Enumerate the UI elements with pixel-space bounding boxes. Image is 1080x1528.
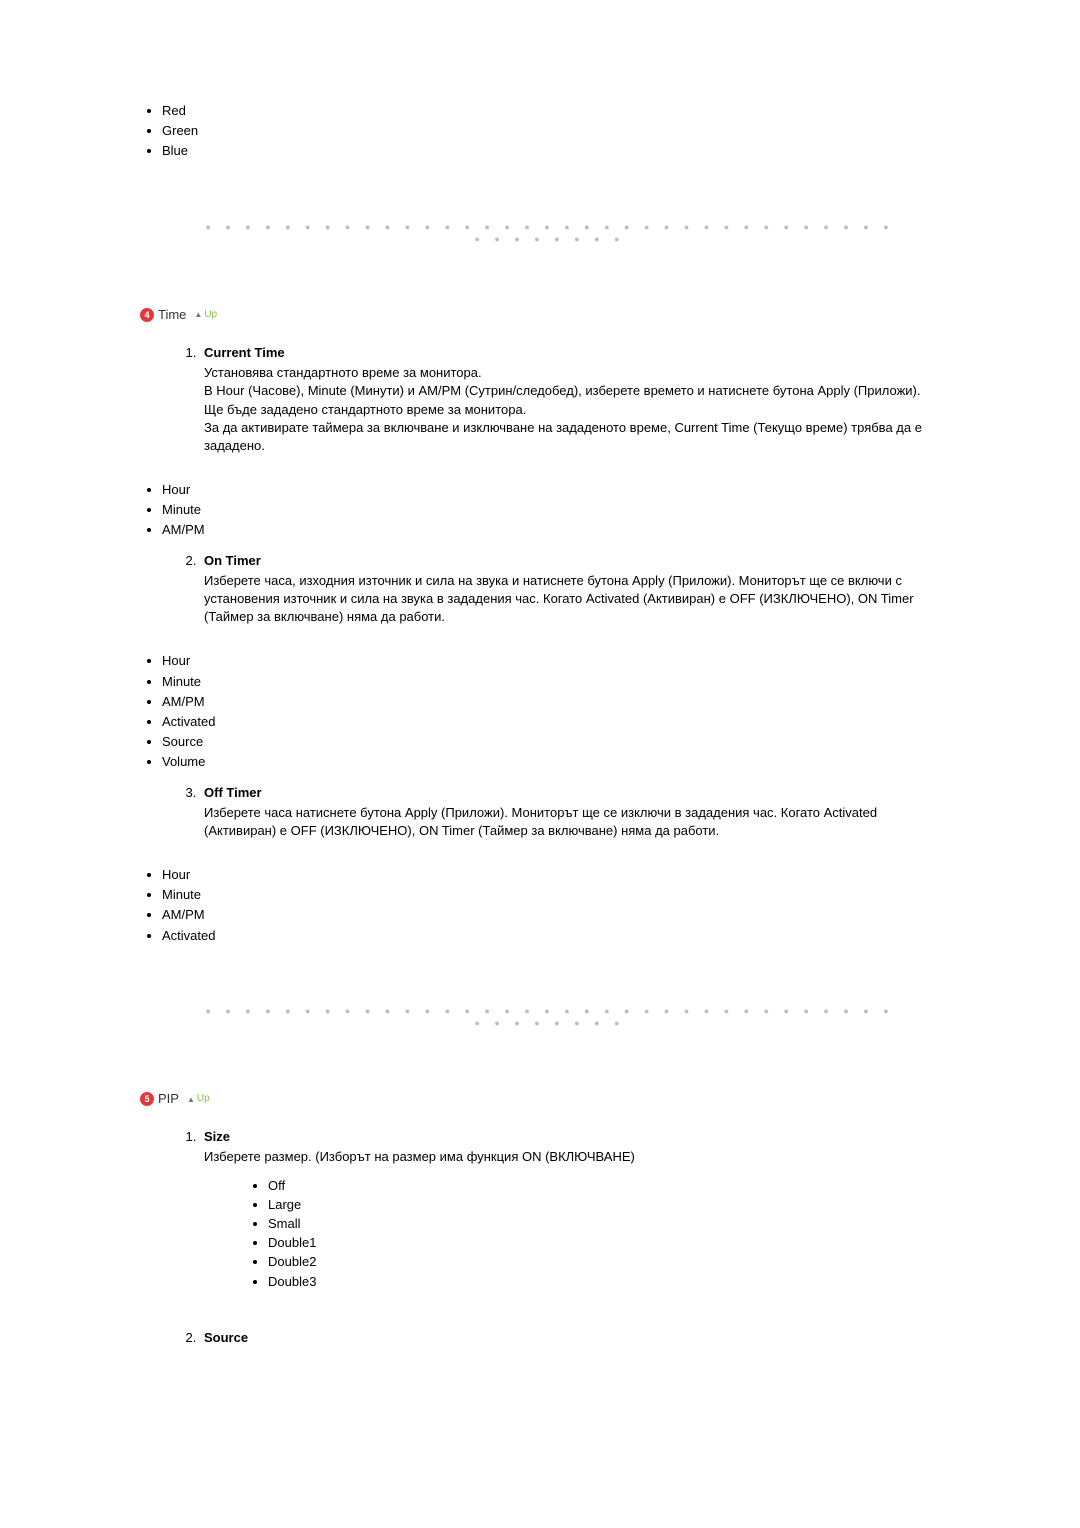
current-time-bullets: Hour Minute AM/PM — [140, 481, 940, 540]
list-item: Hour — [162, 866, 940, 884]
on-timer-bullets: Hour Minute AM/PM Activated Source Volum… — [140, 652, 940, 771]
list-item: Red — [162, 102, 940, 120]
list-item: Double3 — [268, 1273, 940, 1291]
list-item: Small — [268, 1215, 940, 1233]
up-link[interactable]: ▲ Up — [194, 308, 217, 322]
list-item: Activated — [162, 927, 940, 945]
pip-item-source: Source — [200, 1329, 940, 1347]
list-item: AM/PM — [162, 521, 940, 539]
section-title: Time — [158, 306, 186, 324]
up-arrow-icon: ▲ — [194, 309, 202, 320]
pip-item-size: Size Изберете размер. (Изборът на размер… — [200, 1128, 940, 1291]
pip-section-header: 5 PIP ▲ Up — [140, 1090, 940, 1108]
up-arrow-icon: ▲ — [187, 1094, 195, 1105]
section-badge-icon: 5 — [140, 1092, 154, 1106]
list-item: AM/PM — [162, 906, 940, 924]
section-title: PIP — [158, 1090, 179, 1108]
time-section-header: 4 Time ▲ Up — [140, 306, 940, 324]
time-item-off-timer: Off Timer Изберете часа натиснете бутона… — [200, 784, 940, 841]
size-bullets: Off Large Small Double1 Double2 Double3 — [204, 1177, 940, 1291]
item-desc: Изберете часа натиснете бутона Apply (Пр… — [204, 804, 940, 840]
time-item-on-timer: On Timer Изберете часа, изходния източни… — [200, 552, 940, 627]
section-badge-icon: 4 — [140, 308, 154, 322]
color-list: Red Green Blue — [140, 102, 940, 161]
list-item: Blue — [162, 142, 940, 160]
list-item: Minute — [162, 886, 940, 904]
item-desc: Установява стандартното време за монитор… — [204, 364, 940, 455]
list-item: Hour — [162, 481, 940, 499]
up-link-label: Up — [204, 308, 217, 322]
list-item: Large — [268, 1196, 940, 1214]
list-item: Double1 — [268, 1234, 940, 1252]
list-item: Green — [162, 122, 940, 140]
pip-list: Source — [140, 1329, 940, 1347]
up-link-label: Up — [197, 1092, 210, 1106]
list-item: AM/PM — [162, 693, 940, 711]
list-item: Hour — [162, 652, 940, 670]
off-timer-bullets: Hour Minute AM/PM Activated — [140, 866, 940, 945]
item-title: On Timer — [204, 552, 940, 570]
list-item: Volume — [162, 753, 940, 771]
list-item: Double2 — [268, 1253, 940, 1271]
list-item: Off — [268, 1177, 940, 1195]
section-divider: ● ● ● ● ● ● ● ● ● ● ● ● ● ● ● ● ● ● ● ● … — [200, 1005, 900, 1030]
item-desc: Изберете часа, изходния източник и сила … — [204, 572, 940, 627]
item-desc: Изберете размер. (Изборът на размер има … — [204, 1148, 940, 1166]
item-title: Size — [204, 1128, 940, 1146]
list-item: Minute — [162, 501, 940, 519]
pip-list: Size Изберете размер. (Изборът на размер… — [140, 1128, 940, 1291]
time-list: On Timer Изберете часа, изходния източни… — [140, 552, 940, 627]
list-item: Activated — [162, 713, 940, 731]
time-list: Off Timer Изберете часа натиснете бутона… — [140, 784, 940, 841]
list-item: Minute — [162, 673, 940, 691]
item-title: Current Time — [204, 344, 940, 362]
item-title: Off Timer — [204, 784, 940, 802]
up-link[interactable]: ▲ Up — [187, 1092, 210, 1106]
section-divider: ● ● ● ● ● ● ● ● ● ● ● ● ● ● ● ● ● ● ● ● … — [200, 221, 900, 246]
time-item-current-time: Current Time Установява стандартното вре… — [200, 344, 940, 455]
list-item: Source — [162, 733, 940, 751]
item-title: Source — [204, 1329, 940, 1347]
time-list: Current Time Установява стандартното вре… — [140, 344, 940, 455]
